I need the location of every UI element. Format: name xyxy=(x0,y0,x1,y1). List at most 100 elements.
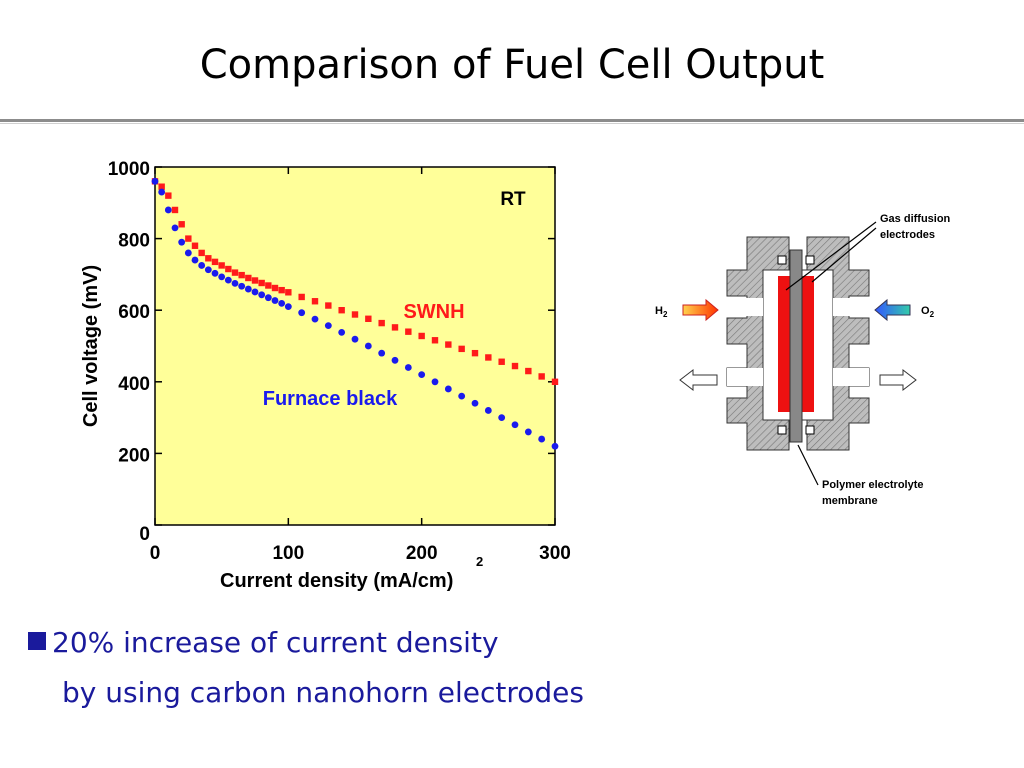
data-point-furnace-black xyxy=(218,273,226,281)
bullet-list: 20% increase of current density by using… xyxy=(28,618,584,718)
data-point-furnace-black xyxy=(551,442,559,450)
data-point-swnh xyxy=(231,269,239,276)
data-point-swnh xyxy=(271,284,279,292)
bullet-line-1: 20% increase of current density xyxy=(52,626,499,659)
data-point-swnh xyxy=(238,271,245,279)
data-point-furnace-black xyxy=(158,188,166,196)
data-point-furnace-black xyxy=(338,328,346,336)
data-point-furnace-black xyxy=(538,435,546,443)
membrane xyxy=(789,249,803,443)
data-point-swnh xyxy=(365,315,372,322)
title-divider-shadow xyxy=(0,123,1024,124)
data-point-furnace-black xyxy=(284,303,292,311)
port-right-top xyxy=(833,298,869,316)
y-tick-label: 800 xyxy=(118,231,150,252)
data-point-furnace-black xyxy=(224,276,232,284)
label-o2: O2 xyxy=(921,305,935,319)
data-point-swnh xyxy=(205,255,212,262)
data-point-furnace-black xyxy=(178,238,186,246)
y-tick-label: 600 xyxy=(118,302,150,323)
seal-bottom-left xyxy=(777,425,787,435)
series-label-swnh: SWNH xyxy=(403,301,464,323)
port-left-bottom xyxy=(727,368,763,386)
data-point-swnh xyxy=(498,358,505,365)
data-point-swnh xyxy=(191,242,199,249)
data-point-swnh xyxy=(551,378,559,385)
data-point-furnace-black xyxy=(164,206,172,214)
data-point-furnace-black xyxy=(184,249,192,257)
data-point-swnh xyxy=(298,293,305,301)
outlet-arrow-left xyxy=(679,368,718,392)
data-point-swnh xyxy=(251,277,259,284)
data-point-furnace-black xyxy=(211,269,219,277)
plot-area xyxy=(154,166,556,526)
data-point-furnace-black xyxy=(418,371,426,379)
y-axis-label: Cell voltage (mV) xyxy=(80,265,102,427)
label-h-sub: 2 xyxy=(663,310,668,319)
data-point-furnace-black xyxy=(198,262,206,269)
data-point-swnh xyxy=(351,311,359,318)
data-point-furnace-black xyxy=(244,285,252,293)
label-h: H xyxy=(655,305,663,317)
data-point-furnace-black xyxy=(238,282,246,290)
data-point-furnace-black xyxy=(171,224,179,232)
data-point-furnace-black xyxy=(484,407,492,414)
data-point-swnh xyxy=(431,337,439,344)
label-o: O xyxy=(921,305,930,317)
leader-gas-2 xyxy=(811,227,877,283)
data-point-swnh xyxy=(171,206,179,214)
electrode-right xyxy=(802,276,814,412)
data-point-furnace-black xyxy=(298,309,306,317)
bullet-square-icon xyxy=(28,632,46,650)
leader-membrane xyxy=(797,444,819,486)
x-axis-label-close: ) xyxy=(447,570,454,592)
data-point-furnace-black xyxy=(458,392,466,400)
data-point-swnh xyxy=(245,274,252,282)
data-point-swnh xyxy=(198,249,205,257)
data-point-furnace-black xyxy=(204,266,212,274)
data-point-furnace-black xyxy=(404,364,412,371)
label-h2: H2 xyxy=(655,305,668,319)
label-gas-diffusion: Gas diffusion xyxy=(880,213,951,225)
data-point-furnace-black xyxy=(351,335,359,343)
data-point-swnh xyxy=(165,192,172,199)
label-membrane: membrane xyxy=(822,495,878,507)
data-point-furnace-black xyxy=(258,291,266,299)
data-point-furnace-black xyxy=(278,299,286,307)
data-point-furnace-black xyxy=(324,322,332,329)
data-point-swnh xyxy=(538,373,545,380)
series-swnh xyxy=(151,178,559,385)
data-point-swnh xyxy=(265,282,272,289)
data-point-swnh xyxy=(445,341,452,348)
data-point-furnace-black xyxy=(191,256,199,264)
x-axis-label-superscript: 2 xyxy=(476,554,483,569)
data-point-furnace-black xyxy=(498,414,506,421)
y-tick-label: 400 xyxy=(118,374,150,395)
data-point-furnace-black xyxy=(511,421,519,429)
y-tick-label: 0 xyxy=(139,524,150,545)
series-label-furnace-black: Furnace black xyxy=(263,388,398,410)
leader-gas-1 xyxy=(785,221,877,291)
data-point-swnh xyxy=(311,298,319,305)
data-point-swnh xyxy=(458,345,465,353)
data-point-swnh xyxy=(218,262,225,269)
axis-tick-labels: 0 100 200 300 0 200 400 600 800 1000 xyxy=(108,159,571,564)
data-point-swnh xyxy=(525,367,532,375)
bullet-item: 20% increase of current density xyxy=(28,618,584,668)
slide-title: Comparison of Fuel Cell Output xyxy=(199,42,825,88)
data-point-swnh xyxy=(258,279,265,287)
title-divider xyxy=(0,119,1024,122)
bullet-line-2: by using carbon nanohorn electrodes xyxy=(62,676,584,709)
data-point-swnh xyxy=(471,349,479,357)
data-point-furnace-black xyxy=(431,378,439,386)
h2-inlet-arrow xyxy=(682,298,719,322)
data-point-furnace-black xyxy=(311,315,319,323)
seal-bottom-right xyxy=(805,425,815,435)
data-point-furnace-black xyxy=(271,297,279,304)
data-point-swnh xyxy=(418,332,425,340)
o2-inlet-arrow xyxy=(874,298,911,322)
label-electrodes: electrodes xyxy=(880,229,935,241)
data-point-furnace-black xyxy=(264,294,272,302)
data-point-swnh xyxy=(225,265,232,273)
data-point-swnh xyxy=(325,302,332,309)
